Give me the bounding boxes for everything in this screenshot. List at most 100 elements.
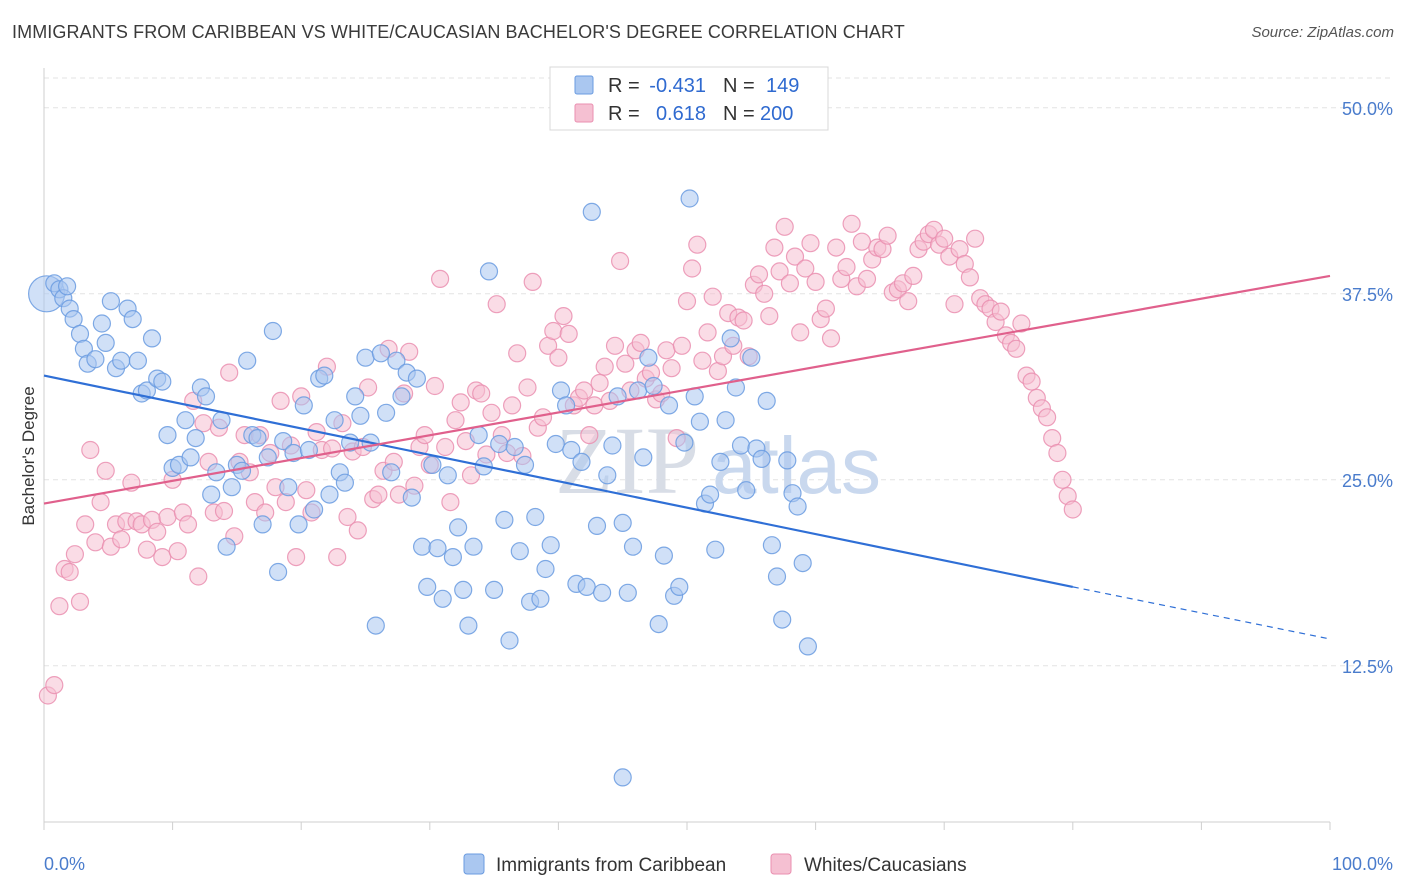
point-caribbean <box>680 189 699 208</box>
point-caribbean <box>86 350 105 369</box>
point-whites <box>791 323 810 342</box>
point-whites <box>662 359 681 378</box>
point-caribbean <box>232 461 252 480</box>
x-tick-label-min: 0.0% <box>44 854 85 874</box>
point-whites <box>518 378 537 397</box>
point-caribbean <box>546 434 565 454</box>
point-whites <box>45 675 64 695</box>
point-whites <box>1007 339 1026 358</box>
data-points <box>27 189 1082 787</box>
point-whites <box>472 384 491 403</box>
chart-title: IMMIGRANTS FROM CARIBBEAN VS WHITE/CAUCA… <box>12 22 905 42</box>
point-caribbean <box>613 513 632 533</box>
point-caribbean <box>413 537 432 556</box>
correlation-legend: R = -0.431 N = 149 R = 0.618 N = 200 <box>549 66 829 131</box>
point-whites <box>904 266 923 285</box>
point-caribbean <box>269 562 288 582</box>
point-caribbean <box>128 351 147 370</box>
point-caribbean <box>675 433 694 452</box>
point-caribbean <box>315 366 334 385</box>
legend-n-label-2: N = <box>723 103 755 125</box>
series-legend-swatch-blue <box>463 853 485 875</box>
point-caribbean <box>101 292 121 311</box>
point-caribbean <box>454 580 473 600</box>
point-caribbean <box>721 329 740 348</box>
point-caribbean <box>92 314 112 333</box>
point-whites <box>338 507 357 527</box>
point-caribbean <box>726 378 746 397</box>
point-caribbean <box>299 440 318 460</box>
point-caribbean <box>402 488 421 507</box>
point-whites <box>559 324 578 343</box>
point-caribbean <box>500 631 519 650</box>
point-whites <box>446 411 465 430</box>
legend-r-label-2: R = <box>608 103 640 125</box>
point-caribbean <box>346 387 365 406</box>
series-legend-swatch-pink <box>770 853 792 875</box>
trend-line-caribbean-extension <box>1072 586 1331 640</box>
point-caribbean <box>737 481 756 500</box>
point-caribbean <box>731 436 751 455</box>
series-legend: Immigrants from Caribbean Whites/Caucasi… <box>463 853 967 876</box>
legend-n-label-1: N = <box>723 75 755 97</box>
point-whites <box>801 234 820 253</box>
point-caribbean <box>438 466 457 485</box>
point-whites <box>899 292 918 311</box>
legend-r-value-1: -0.431 <box>649 75 706 97</box>
point-caribbean <box>798 637 818 656</box>
point-whites <box>703 287 722 306</box>
point-whites <box>425 376 444 396</box>
source-credit: Source: ZipAtlas.com <box>1251 24 1394 41</box>
point-whites <box>595 357 614 376</box>
point-caribbean <box>176 411 195 430</box>
point-whites <box>605 336 625 355</box>
point-caribbean <box>433 589 452 608</box>
point-whites <box>271 391 290 410</box>
point-caribbean <box>762 536 782 555</box>
point-whites <box>837 257 856 277</box>
point-caribbean <box>449 518 468 537</box>
point-caribbean <box>263 321 282 341</box>
point-caribbean <box>711 452 730 471</box>
point-whites <box>827 238 846 257</box>
point-caribbean <box>123 310 142 329</box>
point-caribbean <box>773 610 792 629</box>
point-whites <box>878 226 897 245</box>
point-caribbean <box>325 411 344 430</box>
point-whites <box>734 311 753 330</box>
point-caribbean <box>634 448 653 467</box>
point-whites <box>168 542 187 561</box>
point-caribbean <box>767 567 787 586</box>
point-caribbean <box>706 540 725 559</box>
legend-swatch-pink <box>574 103 594 123</box>
point-caribbean <box>793 553 812 573</box>
point-caribbean <box>541 536 560 555</box>
point-whites <box>574 381 594 400</box>
point-caribbean <box>366 616 385 635</box>
point-caribbean <box>577 577 596 597</box>
point-caribbean <box>598 466 617 485</box>
point-caribbean <box>407 369 426 388</box>
point-caribbean <box>289 515 308 534</box>
point-whites <box>760 307 779 326</box>
point-whites <box>1048 443 1067 463</box>
y-tick-labels: 12.5% 25.0% 37.5% 50.0% <box>1342 99 1393 677</box>
point-caribbean <box>639 348 658 367</box>
point-whites <box>672 336 692 355</box>
point-caribbean <box>351 406 370 425</box>
point-whites <box>785 247 805 266</box>
point-whites <box>698 323 717 342</box>
point-whites <box>688 235 707 254</box>
trend-line-caribbean <box>43 374 1074 588</box>
point-caribbean <box>510 542 529 561</box>
point-whites <box>65 545 85 564</box>
point-caribbean <box>757 391 776 410</box>
point-caribbean <box>248 429 267 448</box>
point-whites <box>1012 314 1031 333</box>
point-caribbean <box>112 351 131 370</box>
point-whites <box>76 515 95 534</box>
point-whites <box>780 274 800 293</box>
y-tick-label: 50.0% <box>1342 99 1393 119</box>
point-whites <box>965 229 985 248</box>
point-whites <box>369 485 388 504</box>
